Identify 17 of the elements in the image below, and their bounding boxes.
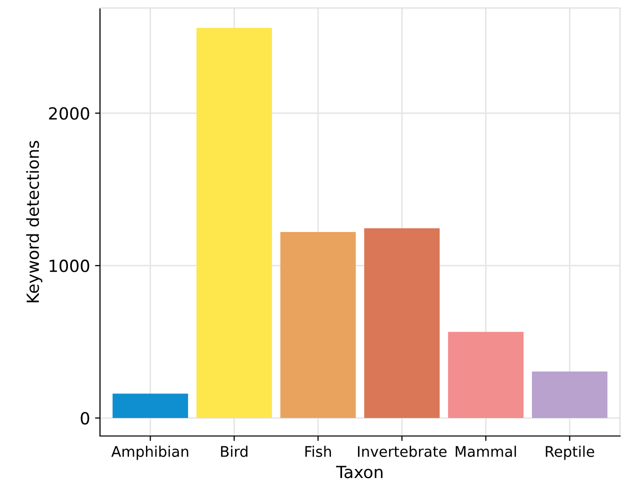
x-tick-label: Fish (305, 446, 331, 458)
bar (196, 28, 272, 418)
x-tick-label: Mammal (456, 446, 516, 458)
bar (448, 332, 524, 418)
bar (532, 372, 608, 418)
y-tick-label: 2000 (49, 107, 90, 120)
bar (364, 228, 440, 418)
x-axis-title: Taxon (336, 466, 382, 478)
bar (280, 232, 356, 418)
x-tick-label: Reptile (546, 446, 594, 460)
x-tick-label: Invertebrate (358, 446, 447, 458)
x-tick-label: Amphibian (111, 446, 188, 460)
y-tick-label: 0 (80, 412, 90, 425)
y-tick-label: 1000 (50, 260, 90, 272)
x-tick-label: Bird (221, 446, 248, 458)
y-axis-title: Keyword detections (26, 140, 42, 302)
bar (112, 394, 188, 418)
